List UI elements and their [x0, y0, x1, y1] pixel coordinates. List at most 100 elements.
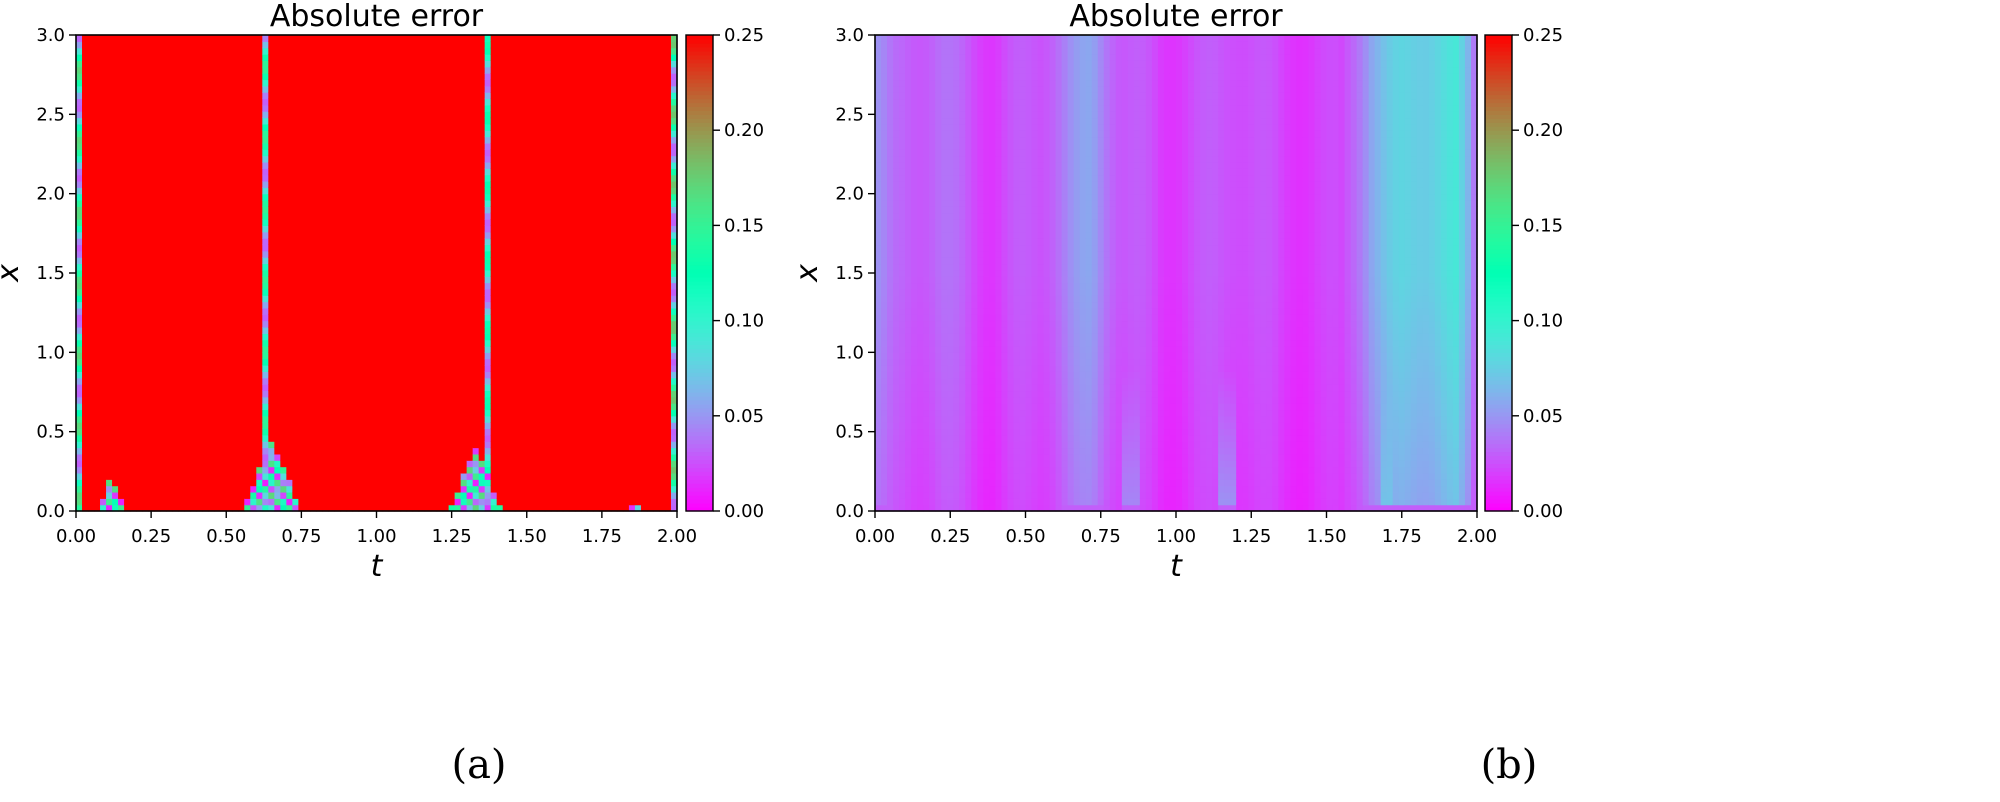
- heatmap-cell: [226, 498, 233, 506]
- heatmap-cell: [280, 301, 287, 309]
- heatmap-cell: [358, 282, 366, 290]
- heatmap-cell: [232, 161, 239, 169]
- heatmap-cell: [376, 149, 384, 157]
- heatmap-cell: [454, 460, 462, 468]
- heatmap-cell: [136, 111, 143, 119]
- heatmap-cell: [124, 263, 131, 271]
- heatmap-cell: [124, 238, 131, 246]
- heatmap-cell: [298, 339, 305, 347]
- heatmap-cell: [460, 142, 468, 150]
- heatmap-cell: [130, 352, 137, 360]
- heatmap-cell: [346, 409, 354, 417]
- heatmap-cell: [328, 269, 336, 277]
- heatmap-cell: [442, 504, 450, 512]
- heatmap-cell: [202, 193, 209, 201]
- heatmap-cell: [448, 200, 456, 207]
- heatmap-cell: [334, 130, 342, 138]
- heatmap-cell: [112, 98, 119, 106]
- heatmap-cell: [298, 415, 305, 423]
- heatmap-cell: [214, 231, 221, 239]
- heatmap-cell: [424, 479, 432, 487]
- heatmap-cell: [406, 149, 414, 157]
- heatmap-cell: [364, 314, 372, 322]
- heatmap-cell: [358, 79, 366, 87]
- heatmap-cell: [136, 428, 143, 436]
- heatmap-cell: [358, 225, 366, 233]
- heatmap-cell: [160, 396, 167, 404]
- heatmap-cell: [118, 149, 125, 157]
- heatmap-cell: [292, 479, 299, 487]
- heatmap-cell: [208, 301, 215, 309]
- heatmap-cell: [256, 333, 263, 341]
- heatmap-cell: [208, 390, 215, 398]
- heatmap-cell: [454, 345, 462, 353]
- heatmap-cell: [424, 263, 432, 271]
- heatmap-cell: [250, 79, 257, 87]
- heatmap-cell: [184, 301, 191, 309]
- heatmap-cell: [370, 79, 378, 87]
- heatmap-cell: [430, 377, 438, 385]
- heatmap-cell: [418, 396, 426, 404]
- heatmap-cell: [202, 244, 209, 252]
- heatmap-cell: [388, 295, 396, 303]
- heatmap-cell: [298, 35, 305, 42]
- heatmap-cell: [130, 466, 137, 474]
- heatmap-cell: [280, 276, 287, 284]
- heatmap-cell: [424, 180, 432, 188]
- heatmap-cell: [298, 491, 305, 499]
- heatmap-cell: [298, 352, 305, 360]
- heatmap-cell: [406, 73, 414, 81]
- heatmap-cell: [118, 47, 125, 55]
- heatmap-cell: [226, 263, 233, 271]
- heatmap-cell: [334, 142, 342, 150]
- heatmap-cell: [412, 161, 420, 169]
- heatmap-cell: [184, 384, 191, 392]
- heatmap-cell: [454, 54, 462, 61]
- heatmap-cell: [148, 301, 155, 309]
- heatmap-cell: [286, 111, 293, 119]
- heatmap-cell: [328, 333, 336, 341]
- heatmap-cell: [100, 47, 107, 55]
- heatmap-cell: [220, 142, 227, 150]
- heatmap-cell: [196, 320, 203, 328]
- heatmap-cell: [472, 384, 480, 392]
- heatmap-cell: [466, 403, 474, 411]
- heatmap-cell: [400, 155, 408, 163]
- heatmap-cell: [460, 288, 468, 296]
- heatmap-cell: [118, 92, 125, 100]
- heatmap-cell: [406, 441, 414, 449]
- heatmap-cell: [142, 136, 149, 144]
- heatmap-cell: [454, 219, 462, 226]
- heatmap-cell: [364, 212, 372, 220]
- heatmap-cell: [196, 35, 203, 42]
- heatmap-cell: [418, 301, 426, 309]
- heatmap-cell: [418, 485, 426, 493]
- heatmap-cell: [352, 155, 360, 163]
- heatmap-cell: [190, 377, 197, 385]
- heatmap-cell: [178, 460, 185, 468]
- heatmap-cell: [292, 288, 299, 296]
- heatmap-cell: [370, 54, 378, 61]
- heatmap-cell: [442, 307, 450, 315]
- heatmap-cell: [346, 314, 354, 322]
- heatmap-cell: [406, 365, 414, 372]
- heatmap-cell: [358, 244, 366, 252]
- heatmap-cell: [166, 244, 173, 252]
- heatmap-cell: [220, 111, 227, 119]
- heatmap-cell: [238, 345, 245, 353]
- heatmap-cell: [220, 466, 227, 474]
- heatmap-cell: [418, 472, 426, 480]
- heatmap-cell: [184, 244, 191, 252]
- heatmap-cell: [118, 136, 125, 144]
- heatmap-cell: [232, 123, 239, 131]
- heatmap-cell: [322, 250, 330, 258]
- heatmap-cell: [226, 466, 233, 474]
- heatmap-cell: [208, 485, 215, 493]
- heatmap-cell: [346, 333, 354, 341]
- heatmap-cell: [466, 269, 474, 277]
- heatmap-cell: [280, 60, 287, 68]
- heatmap-cell: [190, 479, 197, 487]
- heatmap-cell: [76, 257, 83, 265]
- heatmap-cell: [100, 193, 107, 201]
- heatmap-cell: [352, 434, 360, 442]
